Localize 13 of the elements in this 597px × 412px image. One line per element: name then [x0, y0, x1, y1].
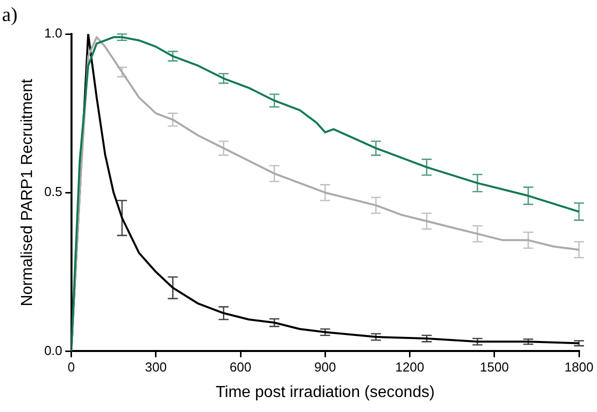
x-tick-label: 1200: [395, 360, 424, 375]
x-tick-label: 900: [314, 360, 336, 375]
x-tick-label: 600: [230, 360, 252, 375]
text: a): [2, 4, 18, 27]
x-tick-label: 0: [68, 360, 75, 375]
x-tick-label: 300: [145, 360, 167, 375]
y-tick-label: 0.0: [44, 342, 62, 358]
x-tick-label: 1500: [480, 360, 509, 375]
x-axis-title: Time post irradiation (seconds): [216, 384, 435, 401]
y-axis-title: Normalised PARP1 Recruitment: [19, 78, 36, 306]
y-tick-label: 1.0: [44, 26, 62, 41]
y-tick-label: 0.5: [44, 184, 62, 200]
x-tick-label: 1800: [564, 360, 594, 375]
